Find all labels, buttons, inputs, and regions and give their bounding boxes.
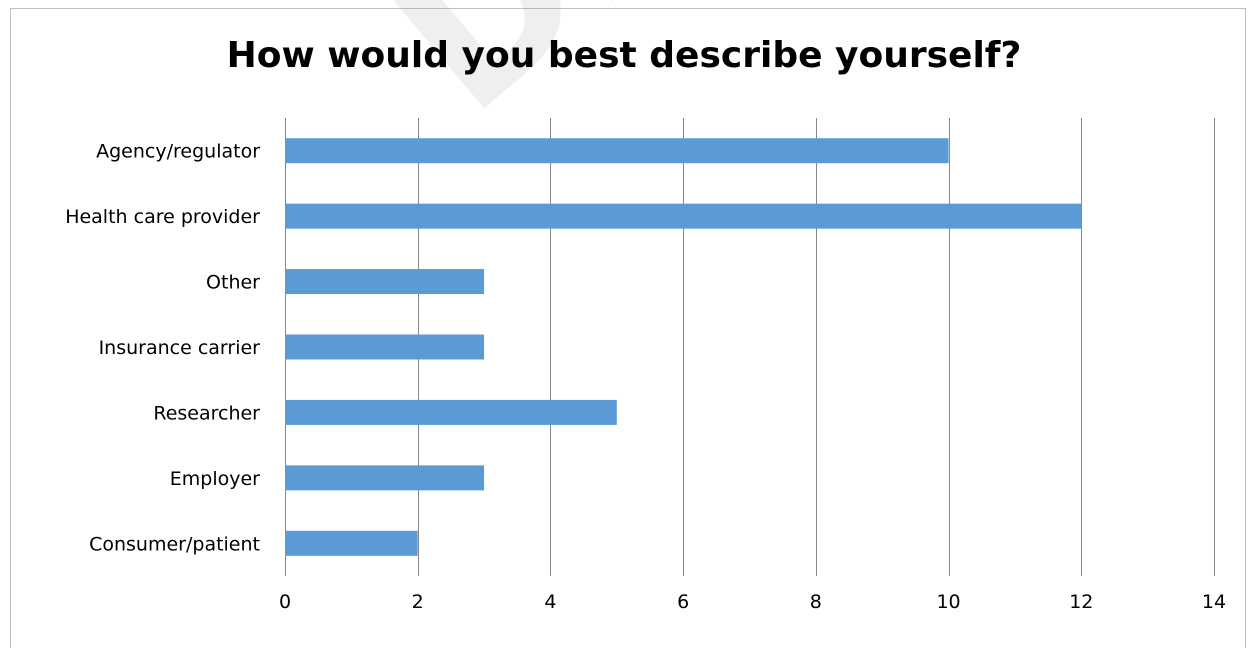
x-tick-label: 2 xyxy=(412,591,424,613)
x-tick-label: 8 xyxy=(810,591,822,613)
bars xyxy=(285,138,1082,556)
category-label: Researcher xyxy=(153,402,260,424)
bar xyxy=(285,203,1082,229)
category-label: Consumer/patient xyxy=(89,533,260,555)
bar xyxy=(285,399,617,425)
category-label: Other xyxy=(206,272,260,294)
x-tick-label: 0 xyxy=(279,591,291,613)
x-tick-label: 10 xyxy=(936,591,960,613)
bar xyxy=(285,138,949,164)
bar xyxy=(285,334,485,360)
chart-title: How would you best describe yourself? xyxy=(226,35,1022,76)
category-label: Employer xyxy=(170,468,260,490)
bar xyxy=(285,465,485,491)
x-tick-label: 6 xyxy=(677,591,689,613)
x-tick-label: 12 xyxy=(1069,591,1093,613)
x-tick-labels: 0 2 4 6 8 10 12 14 xyxy=(279,591,1226,613)
x-tick-label: 14 xyxy=(1202,591,1226,613)
category-label: Health care provider xyxy=(65,206,260,228)
plot-area: Agency/regulator Health care provider Othe… xyxy=(65,118,1226,613)
bar xyxy=(285,269,485,295)
chart-frame xyxy=(10,8,1246,648)
category-labels: Agency/regulator Health care provider Othe… xyxy=(65,141,260,556)
x-tick-label: 4 xyxy=(544,591,556,613)
category-label: Insurance carrier xyxy=(99,337,261,359)
bar xyxy=(285,530,418,556)
category-label: Agency/regulator xyxy=(96,141,260,163)
